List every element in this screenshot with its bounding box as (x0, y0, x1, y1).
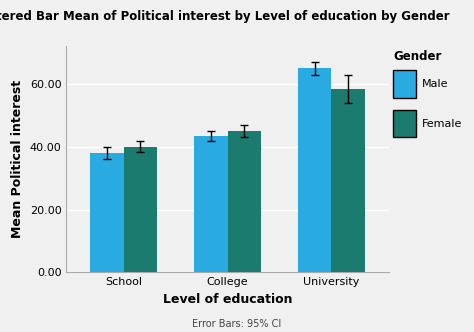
Text: Female: Female (422, 119, 463, 128)
FancyBboxPatch shape (393, 110, 416, 137)
FancyBboxPatch shape (393, 70, 416, 98)
Bar (331, 89, 365, 272)
X-axis label: Level of education: Level of education (163, 292, 292, 306)
Text: Male: Male (422, 79, 449, 89)
Y-axis label: Mean Political interest: Mean Political interest (11, 80, 24, 238)
Text: Clustered Bar Mean of Political interest by Level of education by Gender: Clustered Bar Mean of Political interest… (0, 10, 449, 23)
Bar (228, 131, 261, 272)
Bar (298, 68, 331, 272)
Text: Error Bars: 95% CI: Error Bars: 95% CI (192, 319, 282, 329)
Bar (90, 153, 124, 272)
Bar (194, 136, 228, 272)
Bar (124, 147, 157, 272)
Text: Gender: Gender (393, 50, 442, 63)
